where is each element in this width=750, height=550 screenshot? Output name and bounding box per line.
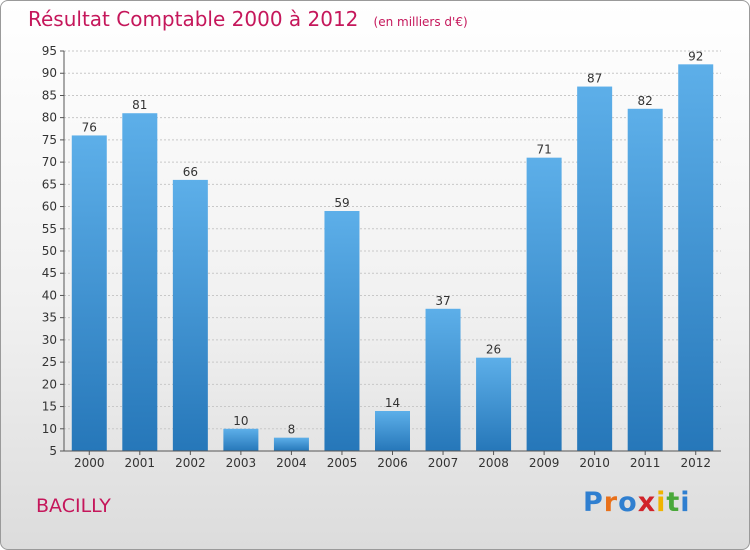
axes: 5 10 15 20 25 30 35 40 45 50 55 60 65 70 75 80 85 90 95 200…: [42, 44, 721, 470]
bars: [71, 64, 714, 452]
x-tick-label: 2008: [478, 456, 509, 470]
data-label: 59: [334, 196, 349, 210]
y-tick-label: 15: [42, 400, 57, 414]
y-tick-label: 95: [42, 44, 57, 58]
y-tick-label: 35: [42, 311, 57, 325]
gridlines: [64, 50, 721, 452]
bar-2005: [324, 211, 360, 451]
data-label: 71: [536, 143, 551, 157]
bar-2002: [172, 179, 208, 451]
commune-name: BACILLY: [36, 495, 111, 517]
y-tick-label: 60: [42, 200, 57, 214]
y-tick-label: 75: [42, 133, 57, 147]
data-labels: 76 81 66 10 8 59 14 37 26 71 87 82 92: [82, 49, 704, 436]
bar-2011: [627, 108, 663, 452]
logo-letter: i: [656, 487, 667, 518]
x-tick-label: 2007: [428, 456, 459, 470]
bar-2000: [71, 135, 107, 451]
x-tick-label: 2011: [630, 456, 661, 470]
bar-2003: [223, 428, 259, 451]
x-tick-label: 2004: [276, 456, 307, 470]
x-tick-label: 2010: [579, 456, 610, 470]
data-label: 76: [82, 120, 97, 134]
chart-title: Résultat Comptable 2000 à 2012: [28, 7, 359, 31]
y-tick-label: 55: [42, 222, 57, 236]
data-label: 66: [183, 165, 198, 179]
proxiti-logo: Proxiti: [583, 487, 691, 518]
y-tick-label: 50: [42, 244, 57, 258]
x-tick-label: 2006: [377, 456, 408, 470]
x-tick-label: 2003: [226, 456, 257, 470]
logo-letter: P: [583, 487, 604, 518]
data-label: 82: [638, 94, 653, 108]
y-tick-label: 65: [42, 177, 57, 191]
y-tick-label: 85: [42, 88, 57, 102]
logo-letter: i: [680, 487, 691, 518]
logo-letter: t: [666, 487, 681, 518]
y-tick-label: 30: [42, 333, 57, 347]
x-tick-label: 2005: [327, 456, 358, 470]
x-tick-label: 2000: [74, 456, 105, 470]
y-tick-label: 20: [42, 377, 57, 391]
bar-2001: [122, 113, 158, 451]
y-tick-label: 80: [42, 111, 57, 125]
x-tick-label: 2001: [125, 456, 156, 470]
y-tick-label: 45: [42, 266, 57, 280]
bar-2006: [375, 411, 410, 451]
bar-2008: [476, 357, 512, 451]
data-label: 37: [435, 294, 450, 308]
bar-2009: [526, 157, 562, 451]
chart-subtitle: (en milliers d'€): [373, 15, 468, 29]
data-label: 81: [132, 98, 147, 112]
bar-2007: [425, 308, 461, 451]
y-tick-label: 70: [42, 155, 57, 169]
data-label: 10: [233, 414, 248, 428]
logo-letter: r: [603, 487, 619, 518]
chart-title-block: Résultat Comptable 2000 à 2012 (en milli…: [28, 7, 468, 31]
y-tick-label: 90: [42, 66, 57, 80]
y-tick-label: 10: [42, 422, 57, 436]
y-tick-label: 40: [42, 288, 57, 302]
y-tick-label: 5: [49, 444, 57, 458]
data-label: 92: [688, 49, 703, 63]
y-tick-label: 25: [42, 355, 57, 369]
bar-2004: [273, 437, 309, 451]
data-label: 87: [587, 72, 602, 86]
x-tick-label: 2002: [175, 456, 206, 470]
x-tick-label: 2012: [680, 456, 711, 470]
data-label: 26: [486, 343, 501, 357]
bar-2010: [577, 86, 613, 452]
logo-letter: o: [618, 487, 638, 518]
data-label: 8: [288, 423, 296, 437]
bar-2012: [678, 64, 714, 452]
x-tick-label: 2009: [529, 456, 560, 470]
data-label: 14: [385, 396, 400, 410]
logo-letter: x: [637, 487, 657, 518]
